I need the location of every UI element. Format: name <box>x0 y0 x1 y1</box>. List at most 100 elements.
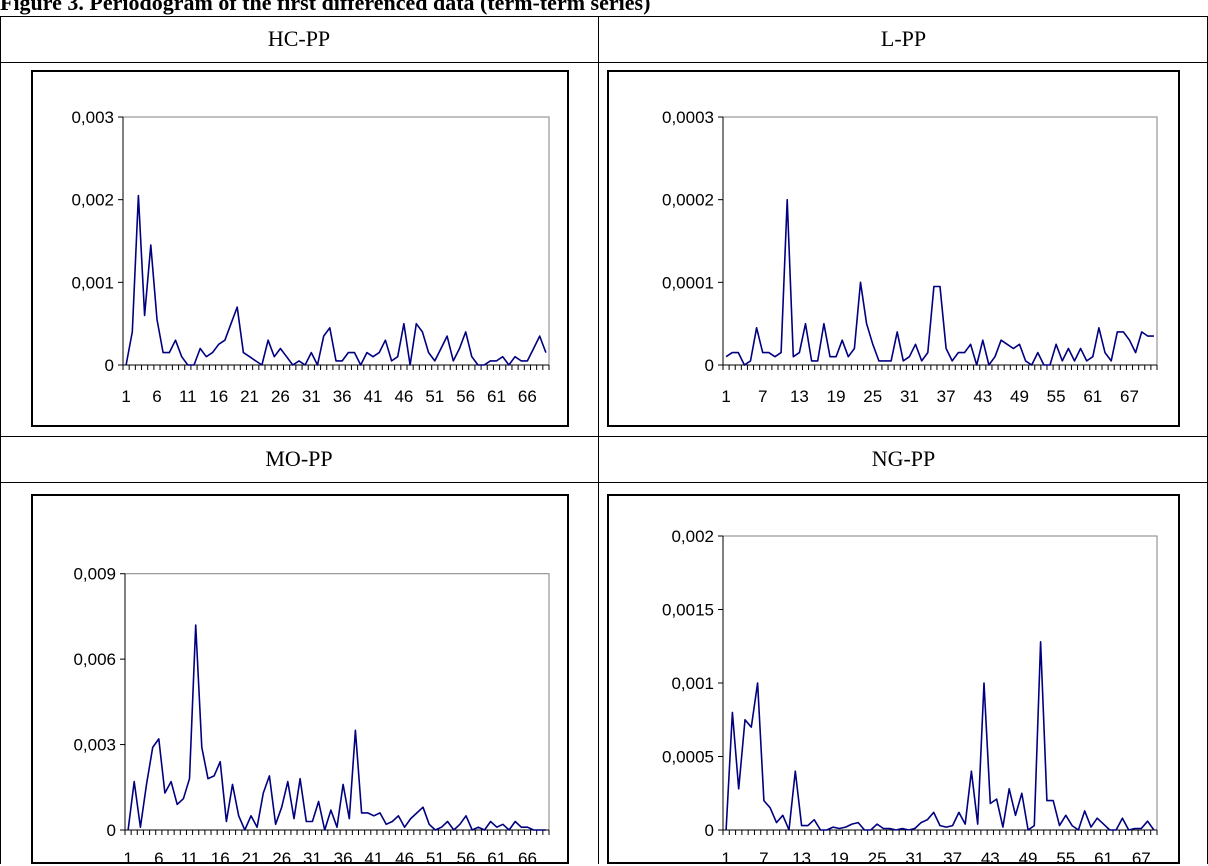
x-tick-label: 66 <box>518 387 537 406</box>
x-tick-label: 55 <box>1056 849 1075 866</box>
x-tick-label: 1 <box>721 849 730 866</box>
x-tick-label: 56 <box>457 849 476 866</box>
x-tick-label: 46 <box>394 387 413 406</box>
y-tick-label: 0,003 <box>71 108 114 127</box>
x-tick-label: 61 <box>1083 387 1102 406</box>
chart-frame: 0 0,003 0,006 0,009 1 6 11 16 21 26 31 36 41 46 51 56 61… <box>31 494 569 866</box>
x-tick-label: 16 <box>211 849 230 866</box>
y-tick-label: 0,0002 <box>662 191 714 210</box>
chart-frame: 0 0,0005 0,001 0,0015 0,002 1 7 13 19 25 31 37 43 49 5… <box>607 494 1180 866</box>
x-tick-label: 36 <box>333 387 352 406</box>
x-tick-label: 51 <box>426 849 445 866</box>
x-tick-label: 1 <box>123 849 132 866</box>
series-line <box>725 198 1154 366</box>
x-tick-label: 36 <box>334 849 353 866</box>
chart-l-pp: 0 0,0001 0,0002 0,0003 1 7 13 19 25 31 37 43 49 55 61 6… <box>662 108 1158 406</box>
panel-title: L-PP <box>880 26 927 51</box>
x-tick-label: 67 <box>1120 387 1139 406</box>
y-tick-label: 0,002 <box>671 527 714 546</box>
table-divider-vertical <box>598 16 599 864</box>
x-tick-label: 25 <box>863 387 882 406</box>
x-tick-label: 21 <box>242 849 261 866</box>
x-tick-label: 67 <box>1132 849 1151 866</box>
y-tick-label: 0 <box>705 821 714 840</box>
x-tick-label: 43 <box>981 849 1000 866</box>
x-tick-label: 11 <box>179 387 197 406</box>
panel-title: NG-PP <box>871 446 936 471</box>
series-line <box>127 624 546 831</box>
x-tick-label: 37 <box>937 387 956 406</box>
x-tick-label: 61 <box>487 849 506 866</box>
chart-frame: 0 0,0001 0,0002 0,0003 1 7 13 19 25 31 37 43 49 55 61 6… <box>607 70 1180 427</box>
figure-table: HC-PP 0 0,001 0,002 0,003 1 6 11 16 21 26 31 36 41 46… <box>0 16 1208 866</box>
x-tick-label: 6 <box>154 849 163 866</box>
table-divider-row1-title <box>0 62 1208 63</box>
x-tick-label: 19 <box>827 387 846 406</box>
x-tick-label: 25 <box>868 849 887 866</box>
series-line <box>125 194 547 366</box>
panel-mo-pp: MO-PP 0 0,003 0,006 0,009 1 6 11 16 21 26 31 36 41 46… <box>0 436 598 866</box>
x-tick-label: 55 <box>1047 387 1066 406</box>
x-tick-label: 41 <box>364 849 383 866</box>
x-tick-label: 7 <box>759 849 768 866</box>
x-tick-label: 6 <box>152 387 161 406</box>
plot-area <box>722 535 1158 831</box>
x-tick-label: 51 <box>425 387 444 406</box>
x-tick-label: 13 <box>792 849 811 866</box>
y-tick-label: 0,001 <box>671 674 714 693</box>
y-tick-label: 0,009 <box>73 565 116 584</box>
x-tick-label: 49 <box>1019 849 1038 866</box>
y-tick-label: 0,0001 <box>662 273 714 292</box>
x-tick-label: 1 <box>721 387 730 406</box>
x-tick-label: 16 <box>209 387 228 406</box>
y-tick-label: 0,0015 <box>662 601 714 620</box>
table-border-top <box>0 16 1208 17</box>
x-tick-label: 41 <box>364 387 383 406</box>
x-tick-label: 19 <box>830 849 849 866</box>
x-tick-label: 61 <box>1094 849 1113 866</box>
y-tick-label: 0,006 <box>73 650 116 669</box>
x-tick-label: 31 <box>905 849 924 866</box>
panel-title: MO-PP <box>265 446 333 471</box>
x-tick-label: 26 <box>272 849 291 866</box>
x-tick-label: 46 <box>395 849 414 866</box>
plot-area <box>122 116 550 366</box>
y-tick-label: 0 <box>705 356 714 375</box>
chart-ng-pp: 0 0,0005 0,001 0,0015 0,002 1 7 13 19 25 31 37 43 49 5… <box>662 527 1158 866</box>
y-tick-label: 0,0003 <box>662 108 714 127</box>
panel-ng-pp: NG-PP 0 0,0005 0,001 0,0015 0,002 1 7 13 19 25 31 3… <box>599 436 1208 866</box>
x-tick-label: 26 <box>271 387 290 406</box>
x-tick-label: 13 <box>790 387 809 406</box>
x-tick-label: 31 <box>302 387 321 406</box>
x-tick-label: 31 <box>303 849 322 866</box>
x-tick-label: 43 <box>973 387 992 406</box>
table-divider-middle <box>0 436 1208 437</box>
y-tick-label: 0,001 <box>71 273 114 292</box>
x-tick-label: 66 <box>518 849 537 866</box>
y-tick-label: 0,002 <box>71 191 114 210</box>
y-tick-label: 0,0005 <box>662 748 714 767</box>
panel-hc-pp: HC-PP 0 0,001 0,002 0,003 1 6 11 16 21 26 31 36 41 46… <box>0 16 598 436</box>
x-tick-label: 31 <box>900 387 919 406</box>
x-tick-label: 49 <box>1010 387 1029 406</box>
x-tick-label: 61 <box>487 387 506 406</box>
x-tick-label: 37 <box>943 849 962 866</box>
table-divider-row2-title <box>0 482 1208 483</box>
panel-l-pp: L-PP 0 0,0001 0,0002 0,0003 1 7 13 19 25 31 37 43 49… <box>599 16 1208 436</box>
x-tick-label: 21 <box>240 387 259 406</box>
x-tick-label: 1 <box>121 387 130 406</box>
x-tick-label: 7 <box>758 387 767 406</box>
x-tick-label: 56 <box>456 387 475 406</box>
y-tick-label: 0 <box>107 821 116 840</box>
panel-title: HC-PP <box>267 26 331 51</box>
plot-area <box>124 573 550 831</box>
table-border-left <box>0 16 1 864</box>
y-tick-label: 0,003 <box>73 736 116 755</box>
x-tick-label: 11 <box>181 849 199 866</box>
series-line <box>725 641 1155 831</box>
figure-heading: Figure 3. Periodogram of the first diffe… <box>0 0 651 15</box>
chart-frame: 0 0,001 0,002 0,003 1 6 11 16 21 26 31 36 41 46 51 56 61… <box>31 70 569 427</box>
y-tick-label: 0 <box>105 356 114 375</box>
